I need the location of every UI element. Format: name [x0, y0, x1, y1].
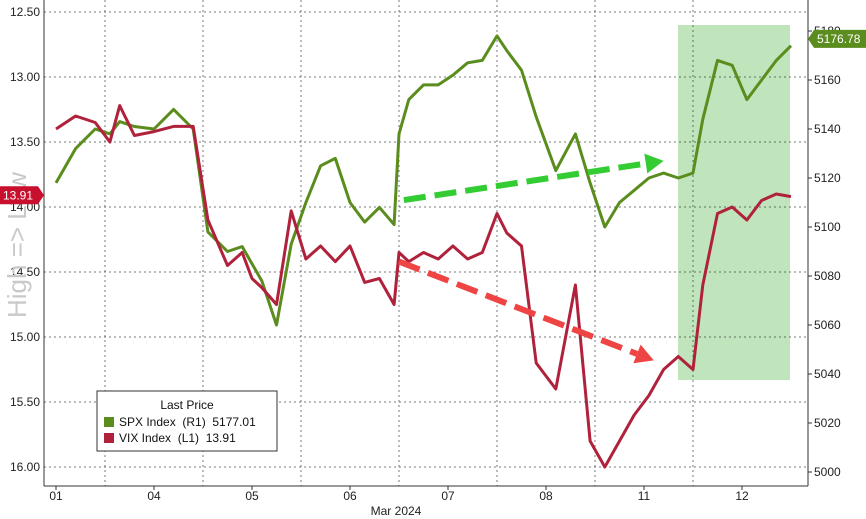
right-tick-label: 5120 — [814, 171, 841, 185]
right-tick-label: 5040 — [814, 367, 841, 381]
highlight-region — [678, 25, 790, 380]
gridlines — [44, 0, 808, 486]
x-tick-label: 04 — [147, 489, 161, 503]
spx-tag-text: 5176.78 — [817, 32, 861, 46]
spx-trend-arrow — [403, 160, 647, 204]
right-tick-label: 5020 — [814, 416, 841, 430]
legend-box — [96, 390, 278, 452]
vix-tag-text: 13.91 — [3, 188, 33, 202]
x-tick-label: 12 — [735, 489, 749, 503]
vix-series-line — [55, 104, 792, 469]
trend-arrows — [397, 153, 664, 364]
legend-entry-spx: SPX Index (R1) 5177.01 — [119, 415, 256, 429]
x-tick-label: 05 — [245, 489, 259, 503]
legend-title: Last Price — [160, 398, 214, 412]
legend-swatch-vix — [104, 433, 114, 443]
left-tick-label: 15.00 — [10, 330, 40, 344]
vix-tag-shape — [0, 186, 44, 205]
spx-arrow-head — [644, 153, 664, 174]
legend: Last Price SPX Index (R1) 5177.01 VIX In… — [96, 390, 278, 452]
left-tick-label: 14.50 — [10, 265, 40, 279]
axes — [43, 0, 809, 487]
legend-swatch-spx — [104, 417, 114, 427]
right-tick-label: 5100 — [814, 220, 841, 234]
x-axis-ticks: 01 04 05 06 07 08 11 12 — [49, 486, 749, 503]
x-tick-label: 08 — [539, 489, 553, 503]
left-tick-label: 16.00 — [10, 460, 40, 474]
x-tick-label: 06 — [343, 489, 357, 503]
left-tick-label: 13.00 — [10, 70, 40, 84]
left-tick-label: 15.50 — [10, 395, 40, 409]
x-axis-label: Mar 2024 — [371, 504, 422, 518]
x-tick-label: 11 — [638, 489, 651, 503]
left-tick-label: 12.50 — [10, 5, 40, 19]
x-tick-label: 07 — [441, 489, 455, 503]
left-tick-label: 13.50 — [10, 135, 40, 149]
series-lines — [54, 34, 793, 469]
right-tick-label: 5000 — [814, 465, 841, 479]
spx-last-value-tag: 5176.78 — [808, 29, 866, 48]
right-tick-label: 5160 — [814, 73, 841, 87]
vix-last-value-tag: 13.91 — [0, 186, 44, 205]
right-tick-label: 5140 — [814, 122, 841, 136]
right-tick-label: 5060 — [814, 318, 841, 332]
spx-tag-shape — [808, 29, 866, 48]
right-axis-ticks: 5000502050405060508051005120514051605180 — [808, 24, 841, 479]
vix-arrow-head — [633, 344, 654, 364]
x-tick-label: 01 — [49, 489, 63, 503]
legend-entry-vix: VIX Index (L1) 13.91 — [119, 431, 236, 445]
vix-trend-arrow — [397, 258, 639, 357]
right-tick-label: 5080 — [814, 269, 841, 283]
